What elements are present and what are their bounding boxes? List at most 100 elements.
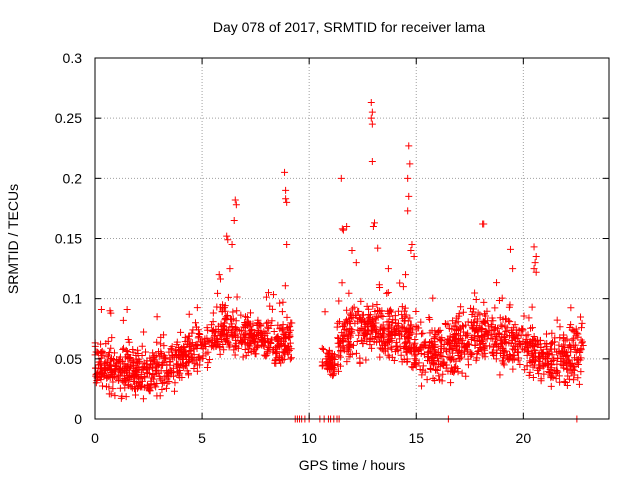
data-point	[404, 207, 412, 215]
data-point	[283, 241, 291, 249]
data-point	[446, 345, 454, 353]
data-point	[393, 338, 401, 346]
data-point	[553, 367, 561, 375]
data-point	[374, 244, 382, 252]
data-point	[560, 364, 568, 372]
data-point	[567, 304, 575, 312]
data-point	[185, 310, 193, 318]
data-point	[356, 313, 364, 321]
data-point	[244, 334, 252, 342]
data-point	[131, 370, 139, 378]
data-point	[423, 376, 431, 384]
data-point	[283, 313, 291, 321]
data-point	[560, 341, 568, 349]
x-axis-label: GPS time / hours	[299, 457, 406, 473]
x-tick-label: 5	[198, 430, 206, 446]
data-point	[459, 336, 467, 344]
data-point	[176, 369, 184, 377]
data-point	[103, 372, 111, 380]
data-point	[412, 307, 420, 315]
data-point	[548, 329, 556, 337]
data-point	[574, 355, 582, 363]
data-point	[510, 346, 518, 354]
data-point	[387, 323, 395, 331]
data-point	[270, 328, 278, 336]
data-point	[430, 335, 438, 343]
data-point	[540, 362, 548, 370]
data-point	[578, 319, 586, 327]
data-point	[523, 342, 531, 350]
data-point	[233, 293, 241, 301]
data-point	[419, 329, 427, 337]
data-point	[429, 374, 437, 382]
data-point	[568, 360, 576, 368]
data-point	[532, 356, 540, 364]
data-point	[338, 279, 346, 287]
data-point	[95, 349, 103, 357]
data-point	[464, 331, 472, 339]
data-point	[404, 174, 412, 182]
data-point	[560, 378, 568, 386]
data-point	[474, 309, 482, 317]
data-point	[577, 324, 585, 332]
data-point	[244, 341, 252, 349]
data-point	[501, 322, 509, 330]
data-point	[549, 370, 557, 378]
data-point	[322, 355, 330, 363]
data-point	[199, 354, 207, 362]
data-point	[123, 305, 131, 313]
data-point	[467, 304, 475, 312]
data-point	[335, 343, 343, 351]
data-point	[359, 331, 367, 339]
data-point	[230, 216, 238, 224]
data-point	[133, 380, 141, 388]
data-point	[552, 375, 560, 383]
data-point	[514, 348, 522, 356]
data-point	[279, 298, 287, 306]
data-point	[418, 382, 426, 390]
data-point	[97, 360, 105, 368]
data-point	[545, 350, 553, 358]
data-point	[468, 350, 476, 358]
data-point	[577, 368, 585, 376]
data-point	[138, 383, 146, 391]
data-point	[192, 340, 200, 348]
data-point	[368, 344, 376, 352]
data-point	[228, 241, 236, 249]
data-point	[427, 354, 435, 362]
data-point	[103, 353, 111, 361]
data-point	[97, 354, 105, 362]
data-point	[528, 350, 536, 358]
data-point	[467, 349, 475, 357]
data-point	[204, 359, 212, 367]
data-point	[497, 321, 505, 329]
data-point	[449, 333, 457, 341]
data-point	[170, 372, 178, 380]
data-point	[348, 247, 356, 255]
data-point	[425, 344, 433, 352]
data-point	[273, 348, 281, 356]
y-tick-label: 0.2	[63, 170, 83, 186]
data-point	[500, 348, 508, 356]
data-point	[523, 362, 531, 370]
data-point	[368, 317, 376, 325]
data-point	[375, 330, 383, 338]
data-point	[353, 338, 361, 346]
data-point	[352, 349, 360, 357]
data-point	[398, 358, 406, 366]
data-point	[281, 342, 289, 350]
data-point	[577, 313, 585, 321]
data-point	[491, 304, 499, 312]
y-tick-label: 0.3	[63, 50, 83, 66]
data-point	[373, 338, 381, 346]
data-point	[379, 326, 387, 334]
data-point	[384, 289, 392, 297]
data-point	[131, 391, 139, 399]
data-point	[576, 347, 584, 355]
data-point	[357, 297, 365, 305]
data-point	[517, 331, 525, 339]
data-point	[262, 352, 270, 360]
data-point	[343, 358, 351, 366]
data-point	[541, 340, 549, 348]
data-point	[450, 355, 458, 363]
